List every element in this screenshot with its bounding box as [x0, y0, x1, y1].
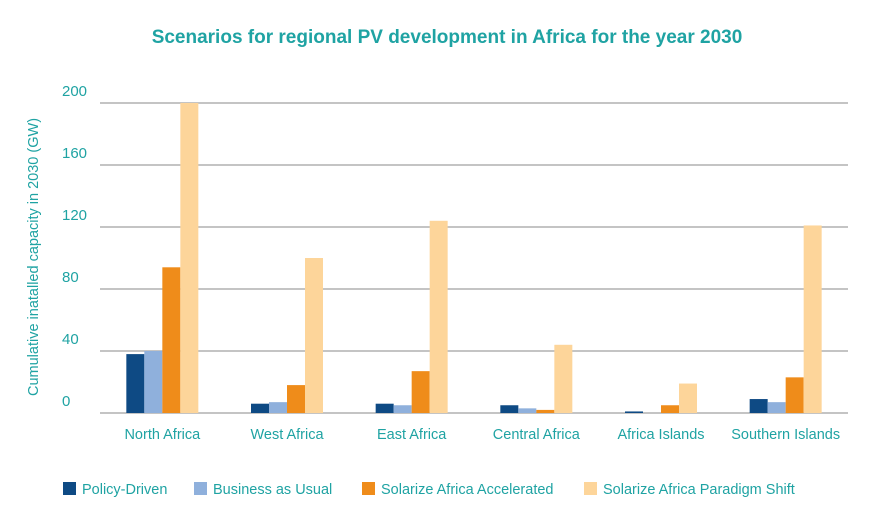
- bar: [767, 402, 786, 413]
- legend-label: Business as Usual: [213, 482, 332, 498]
- y-tick-label: 120: [62, 207, 87, 224]
- category-label: North Africa: [124, 427, 201, 443]
- legend-swatch: [194, 482, 207, 495]
- y-tick-labels: 0 40 80 120 160 200: [62, 83, 87, 410]
- bar: [625, 411, 643, 413]
- bar: [749, 399, 768, 413]
- gridlines: [100, 102, 848, 414]
- bar: [679, 383, 697, 413]
- bar: [269, 402, 287, 413]
- bar: [554, 344, 573, 413]
- legend-swatch: [362, 482, 375, 495]
- bar: [536, 409, 555, 413]
- bar: [803, 225, 822, 413]
- legend-swatch: [63, 482, 76, 495]
- bar: [180, 103, 199, 413]
- category-label: East Africa: [377, 427, 447, 443]
- bar: [500, 405, 519, 413]
- category-label: Southern Islands: [731, 427, 840, 443]
- y-tick-label: 160: [62, 145, 87, 162]
- bar: [661, 405, 679, 413]
- y-tick-label: 200: [62, 83, 87, 100]
- category-label: Africa Islands: [617, 427, 704, 443]
- bar: [251, 403, 269, 413]
- bar: [144, 351, 163, 413]
- chart-title: Scenarios for regional PV development in…: [152, 27, 743, 48]
- legend-swatch: [584, 482, 597, 495]
- bar: [429, 220, 448, 413]
- legend-label: Policy-Driven: [82, 482, 167, 498]
- bars: [126, 103, 822, 413]
- bar: [393, 405, 412, 413]
- bar: [411, 371, 430, 413]
- y-tick-label: 40: [62, 331, 79, 348]
- y-tick-label: 0: [62, 393, 70, 410]
- bar: [518, 408, 537, 413]
- y-axis-label: Cumulative inatalled capacity in 2030 (G…: [26, 118, 42, 396]
- bar: [305, 258, 323, 413]
- bar: [375, 403, 394, 413]
- bar: [287, 385, 305, 413]
- y-tick-label: 80: [62, 269, 79, 286]
- category-label: Central Africa: [493, 427, 581, 443]
- bar: [785, 377, 804, 413]
- legend-label: Solarize Africa Accelerated: [381, 482, 553, 498]
- category-labels: North Africa West Africa East Africa Centra…: [124, 427, 840, 443]
- legend: Policy-Driven Business as Usual Solarize A…: [63, 482, 795, 498]
- category-label: West Africa: [250, 427, 324, 443]
- bar: [162, 267, 181, 413]
- bar: [126, 354, 145, 413]
- legend-label: Solarize Africa Paradigm Shift: [603, 482, 795, 498]
